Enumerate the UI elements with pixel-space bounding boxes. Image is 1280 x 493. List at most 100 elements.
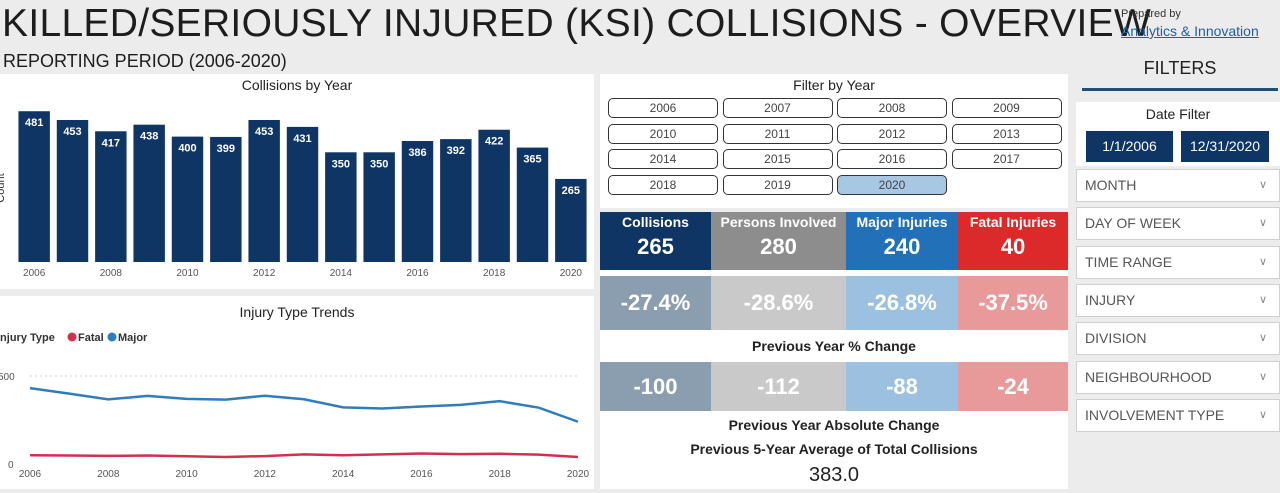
- bar-2012[interactable]: [248, 120, 280, 262]
- year-button-2006[interactable]: 2006: [608, 98, 718, 118]
- x-tick-label: 2014: [332, 469, 355, 480]
- five-year-avg-label: Previous 5-Year Average of Total Collisi…: [690, 441, 978, 457]
- bar-2018[interactable]: [478, 129, 510, 262]
- x-tick-label: 2014: [330, 268, 353, 279]
- slicer-month[interactable]: MONTH ∨: [1076, 169, 1280, 202]
- year-button-2014[interactable]: 2014: [608, 149, 718, 169]
- chevron-down-icon[interactable]: ∨: [1258, 217, 1267, 230]
- kpi-pct-change: -37.5%: [958, 276, 1068, 330]
- injury-type-trends-panel: Injury Type Trends Injury Type Fatal Major…: [0, 296, 594, 489]
- kpi-panel: Collisions 265 -27.4% -100 Persons Involved 2…: [600, 212, 1068, 489]
- year-button-2007[interactable]: 2007: [722, 98, 833, 118]
- kpi-value: 240: [883, 234, 921, 259]
- prepared-by-link[interactable]: Analytics & Innovation: [1121, 23, 1259, 39]
- year-button-2017[interactable]: 2017: [951, 149, 1062, 169]
- bar-value-label: 399: [217, 143, 235, 155]
- x-tick-label: 2006: [23, 268, 46, 279]
- year-button-2016[interactable]: 2016: [837, 149, 947, 169]
- bar-value-label: 453: [63, 126, 81, 138]
- bar-2008[interactable]: [95, 131, 127, 262]
- bar-2011[interactable]: [210, 136, 242, 262]
- x-tick-label: 2008: [100, 268, 123, 279]
- x-tick-label: 2008: [97, 469, 120, 480]
- bar-2010[interactable]: [171, 136, 204, 262]
- page-subtitle: REPORTING PERIOD (2006-2020): [3, 51, 287, 71]
- legend-marker-major: [107, 332, 117, 342]
- year-button-2010[interactable]: 2010: [608, 123, 718, 144]
- chevron-down-icon[interactable]: ∨: [1258, 332, 1267, 345]
- kpi-value: 40: [1000, 234, 1026, 259]
- bar-2016[interactable]: [401, 141, 434, 262]
- slicer-neighbourhood[interactable]: NEIGHBOURHOOD ∨: [1076, 360, 1280, 394]
- bar-2017[interactable]: [440, 139, 472, 262]
- kpi-persons-involved: Persons Involved 280: [711, 212, 846, 270]
- chevron-down-icon[interactable]: ∨: [1258, 293, 1267, 306]
- bar-value-label: 400: [178, 143, 196, 155]
- slicer-division[interactable]: DIVISION ∨: [1076, 322, 1280, 356]
- year-button-2008[interactable]: 2008: [837, 98, 947, 118]
- bar-2013[interactable]: [286, 126, 319, 262]
- series-line-major[interactable]: [29, 386, 579, 423]
- bar-2014[interactable]: [325, 152, 357, 262]
- filters-heading: FILTERS: [1143, 58, 1217, 78]
- bar-value-label: 350: [332, 158, 350, 170]
- kpi-pct-change: -26.8%: [846, 276, 958, 330]
- date-filter-label: Date Filter: [1145, 106, 1211, 122]
- legend-label: Fatal: [78, 332, 104, 344]
- bar-2007[interactable]: [56, 120, 89, 262]
- kpi-pct-change: -28.6%: [711, 276, 846, 330]
- year-button-2012[interactable]: 2012: [837, 123, 947, 144]
- chevron-down-icon[interactable]: ∨: [1258, 255, 1267, 268]
- year-button-2018[interactable]: 2018: [608, 174, 718, 195]
- legend-label: Major: [118, 332, 148, 344]
- bar-2019[interactable]: [516, 147, 549, 262]
- bar-2020[interactable]: [555, 178, 587, 262]
- chevron-down-icon[interactable]: ∨: [1258, 370, 1267, 383]
- pct-change-caption: Previous Year % Change: [752, 338, 916, 354]
- kpi-label: Persons Involved: [720, 214, 837, 230]
- legend: Injury Type Fatal Major: [0, 332, 148, 344]
- abs-change-caption: Previous Year Absolute Change: [728, 417, 940, 433]
- x-tick-label: 2020: [560, 268, 583, 279]
- collisions-by-year-panel: Collisions by Year Count 481 453 417 438 400 3…: [0, 74, 594, 289]
- filter-by-year-panel: Filter by Year 2006 2007 2008 2009 2010 2011 2…: [600, 74, 1068, 208]
- end-date-input[interactable]: 12/31/2020: [1181, 131, 1269, 162]
- kpi-abs-change: -88: [846, 362, 958, 411]
- bar-chart-title: Collisions by Year: [241, 77, 353, 93]
- bar-2009[interactable]: [133, 124, 165, 262]
- slicer-involvement-type[interactable]: INVOLVEMENT TYPE ∨: [1076, 398, 1280, 432]
- kpi-fatal-injuries: Fatal Injuries 40: [958, 212, 1068, 270]
- year-button-2020[interactable]: 2020: [837, 174, 947, 195]
- bar-value-label: 365: [523, 154, 541, 166]
- bar-value-label: 265: [562, 185, 580, 197]
- bar-value-label: 392: [447, 145, 465, 157]
- slicer-label: INJURY: [1085, 291, 1136, 308]
- filter-by-year-title: Filter by Year: [793, 77, 875, 93]
- kpi-pct-change: -27.4%: [600, 276, 711, 330]
- chevron-down-icon[interactable]: ∨: [1258, 408, 1267, 421]
- injury-trends-line-chart: Injury Type Fatal Major 500 0 2006 2008 2010 201…: [0, 332, 590, 480]
- slicer-injury[interactable]: INJURY ∨: [1076, 283, 1280, 317]
- kpi-abs-change: -112: [711, 362, 846, 411]
- chevron-down-icon[interactable]: ∨: [1258, 179, 1267, 191]
- year-button-2011[interactable]: 2011: [722, 123, 833, 144]
- slicer-time-range[interactable]: TIME RANGE ∨: [1076, 245, 1280, 279]
- start-date-input[interactable]: 1/1/2006: [1086, 131, 1173, 162]
- slicer-label: MONTH: [1085, 177, 1137, 193]
- series-line-fatal[interactable]: [29, 452, 579, 459]
- slicer-day-of-week[interactable]: DAY OF WEEK ∨: [1076, 207, 1280, 241]
- x-tick-label: 2016: [410, 469, 433, 480]
- year-button-2015[interactable]: 2015: [722, 149, 833, 169]
- bar-2006[interactable]: [18, 111, 50, 262]
- year-button-2009[interactable]: 2009: [951, 98, 1062, 118]
- bar-value-label: 386: [408, 147, 426, 159]
- year-button-2013[interactable]: 2013: [951, 123, 1062, 144]
- bar-value-label: 417: [102, 137, 120, 149]
- kpi-label: Major Injuries: [856, 214, 948, 230]
- bar-2015[interactable]: [363, 152, 395, 262]
- y-tick-label: 0: [8, 460, 14, 471]
- kpi-value: 280: [760, 234, 797, 259]
- year-button-2019[interactable]: 2019: [722, 174, 833, 195]
- x-tick-label: 2006: [19, 469, 42, 480]
- bar-value-label: 481: [25, 117, 43, 129]
